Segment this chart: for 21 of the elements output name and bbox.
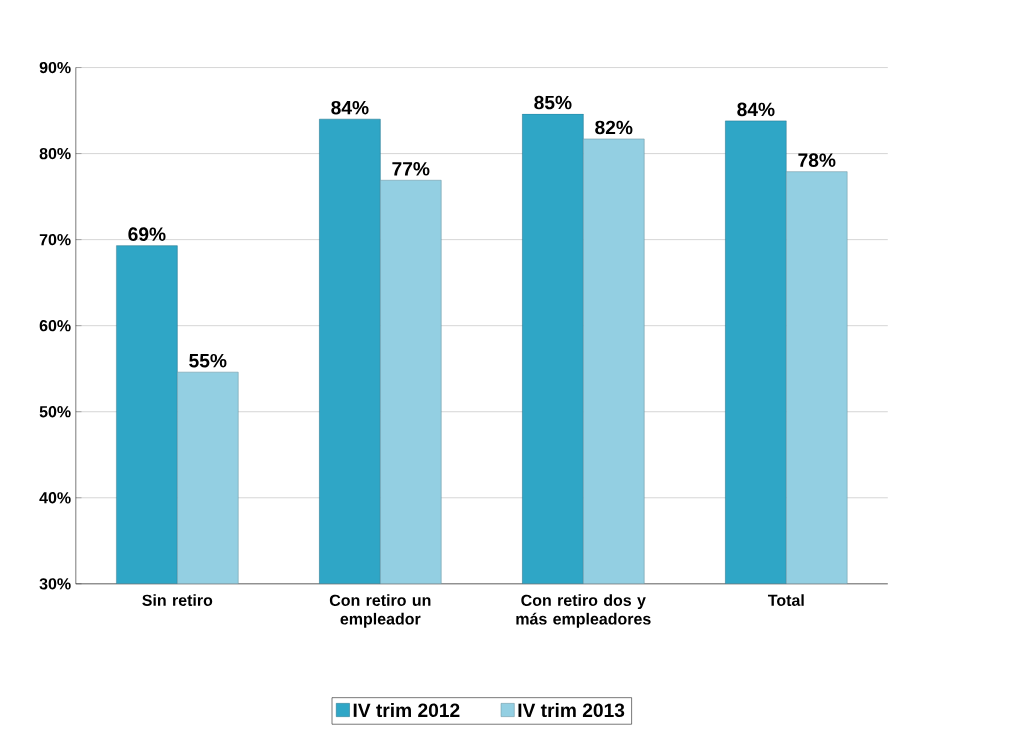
x-tick-label: Total: [767, 594, 804, 607]
data-label: 85%: [534, 95, 572, 110]
data-label: 82%: [595, 120, 633, 135]
y-tick-label: 40%: [39, 492, 71, 504]
data-label: 84%: [331, 100, 369, 115]
data-label: 78%: [798, 153, 836, 168]
legend-label: IV trim 2013: [518, 703, 625, 718]
y-tick-label: 60%: [39, 320, 71, 332]
x-tick-label: Con retiro dos y más empleadores: [516, 594, 651, 628]
y-tick-label: 30%: [39, 578, 71, 590]
y-tick-label: 80%: [39, 148, 71, 160]
data-label: 69%: [128, 227, 166, 242]
x-tick-label: Sin retiro: [142, 594, 213, 607]
data-label: 55%: [189, 353, 227, 368]
x-tick-label: Con retiro un empleador: [329, 594, 431, 628]
data-label: 84%: [737, 102, 775, 117]
data-label: 77%: [392, 162, 430, 176]
legend-label: IV trim 2012: [353, 703, 460, 718]
y-tick-label: 50%: [39, 406, 71, 418]
y-tick-label: 70%: [39, 234, 71, 246]
y-tick-label: 90%: [39, 61, 71, 74]
